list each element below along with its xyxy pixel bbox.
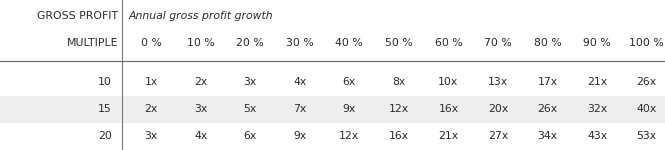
Text: GROSS PROFIT: GROSS PROFIT	[37, 11, 118, 21]
Text: 16x: 16x	[438, 105, 458, 114]
Text: 9x: 9x	[293, 131, 307, 141]
Text: 21x: 21x	[438, 131, 458, 141]
Text: 15: 15	[98, 105, 112, 114]
Text: 80 %: 80 %	[533, 38, 561, 48]
Text: 1x: 1x	[144, 77, 158, 87]
Text: 20x: 20x	[488, 105, 508, 114]
Text: 2x: 2x	[144, 105, 158, 114]
Text: 2x: 2x	[194, 77, 207, 87]
Text: 10: 10	[98, 77, 112, 87]
Text: 26x: 26x	[537, 105, 557, 114]
Text: 43x: 43x	[587, 131, 607, 141]
Text: 4x: 4x	[194, 131, 207, 141]
Text: MULTIPLE: MULTIPLE	[67, 38, 118, 48]
Text: 9x: 9x	[342, 105, 356, 114]
Text: 3x: 3x	[144, 131, 158, 141]
Text: 3x: 3x	[194, 105, 207, 114]
Text: 100 %: 100 %	[629, 38, 664, 48]
Text: 60 %: 60 %	[434, 38, 462, 48]
Text: 12x: 12x	[389, 105, 409, 114]
Text: 27x: 27x	[488, 131, 508, 141]
Text: 3x: 3x	[243, 77, 257, 87]
Text: 90 %: 90 %	[583, 38, 611, 48]
Text: 40x: 40x	[636, 105, 656, 114]
Text: 8x: 8x	[392, 77, 406, 87]
Text: 4x: 4x	[293, 77, 307, 87]
Text: 21x: 21x	[587, 77, 607, 87]
Text: 32x: 32x	[587, 105, 607, 114]
Text: 30 %: 30 %	[286, 38, 314, 48]
Text: 17x: 17x	[537, 77, 557, 87]
Text: 20: 20	[98, 131, 112, 141]
Text: 40 %: 40 %	[335, 38, 363, 48]
Text: 12x: 12x	[339, 131, 359, 141]
Text: 70 %: 70 %	[484, 38, 512, 48]
Text: 34x: 34x	[537, 131, 557, 141]
Text: 53x: 53x	[636, 131, 656, 141]
Text: 0 %: 0 %	[141, 38, 162, 48]
Text: 7x: 7x	[293, 105, 307, 114]
Text: 16x: 16x	[389, 131, 409, 141]
Text: 10x: 10x	[438, 77, 458, 87]
Text: Annual gross profit growth: Annual gross profit growth	[128, 11, 273, 21]
Bar	[0, 96, 665, 123]
Text: 10 %: 10 %	[187, 38, 215, 48]
Text: 13x: 13x	[488, 77, 508, 87]
Text: 50 %: 50 %	[385, 38, 413, 48]
Text: 26x: 26x	[636, 77, 656, 87]
Text: 6x: 6x	[243, 131, 257, 141]
Text: 6x: 6x	[342, 77, 356, 87]
Text: 20 %: 20 %	[236, 38, 264, 48]
Text: 5x: 5x	[243, 105, 257, 114]
